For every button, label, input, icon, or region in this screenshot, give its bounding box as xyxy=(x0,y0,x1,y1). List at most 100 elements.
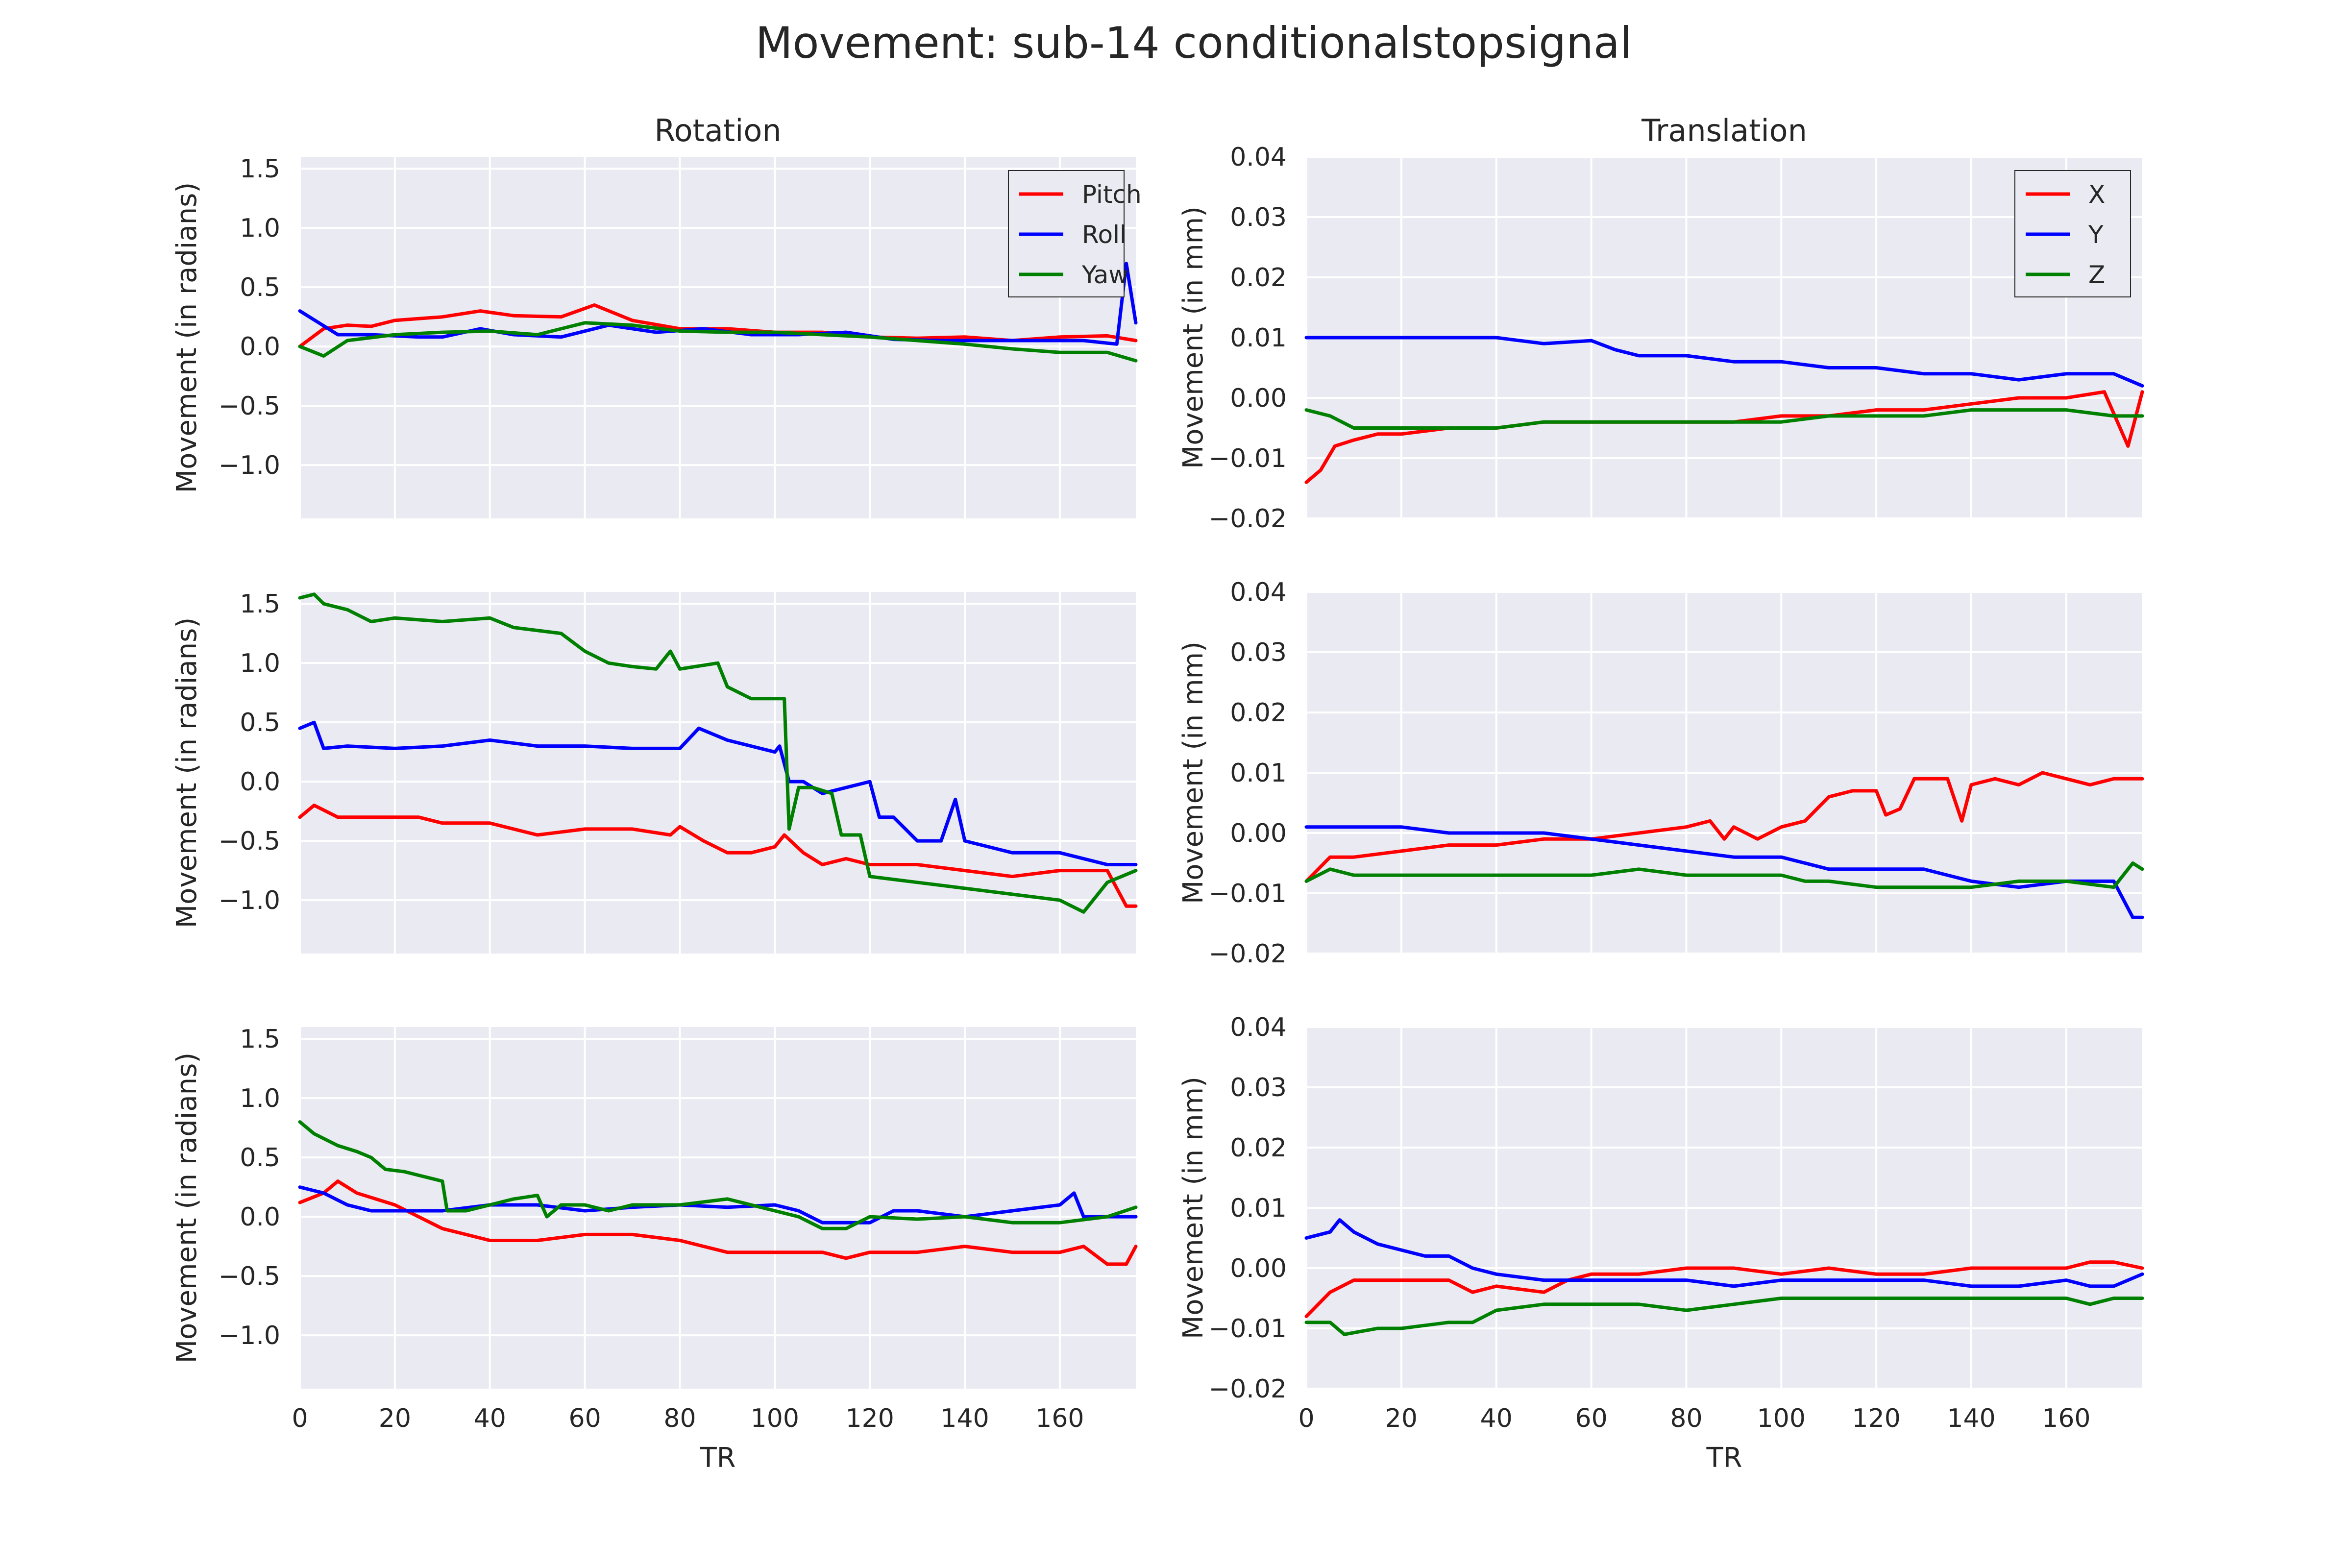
y-tick-label: 0.01 xyxy=(1230,323,1287,353)
y-tick-label: 0.02 xyxy=(1230,698,1287,728)
series-line-pitch xyxy=(298,303,1138,348)
y-tick-label: −0.5 xyxy=(219,392,280,421)
legend-label-pitch: Pitch xyxy=(1082,180,1142,209)
series-line-z xyxy=(1304,1297,2144,1336)
x-tick-label: 40 xyxy=(474,1404,506,1433)
series-line-x xyxy=(1304,771,2144,883)
panel-title: Rotation xyxy=(654,113,781,148)
x-tick-label: 160 xyxy=(1035,1404,1084,1433)
y-tick-label: −0.02 xyxy=(1209,504,1287,534)
legend: Pitch Roll Yaw xyxy=(1008,170,1142,297)
x-tick-label: 100 xyxy=(1757,1404,1806,1433)
series-line-roll xyxy=(298,1185,1138,1225)
y-tick-label: 0.04 xyxy=(1230,578,1287,607)
x-tick-label: 140 xyxy=(940,1404,989,1433)
y-tick-label: −1.0 xyxy=(219,451,280,480)
y-tick-label: −0.01 xyxy=(1209,444,1287,473)
chart-panel-rotation-run-1: 1.5 1.0 0.5 0.0 −0.5 −1.0 Rotation Movement (in… xyxy=(171,113,1142,518)
y-tick-label: 0.00 xyxy=(1230,384,1287,413)
y-axis-label: Movement (in radians) xyxy=(171,1053,203,1363)
y-tick-label: 0.01 xyxy=(1230,759,1287,788)
series-line-roll xyxy=(298,720,1138,866)
y-tick-label: 0.5 xyxy=(240,273,280,302)
chart-panel-rotation-run-2: 1.5 1.0 0.5 0.0 −0.5 −1.0 Movement (in radians… xyxy=(171,589,1138,954)
y-tick-label: −1.0 xyxy=(219,1321,280,1350)
legend-label-z: Z xyxy=(2088,261,2105,289)
y-tick-label: 0.00 xyxy=(1230,1254,1287,1283)
series-line-x xyxy=(1304,1260,2144,1318)
series-line-yaw xyxy=(298,592,1138,914)
x-tick-label: 100 xyxy=(751,1404,799,1433)
y-tick-label: −0.5 xyxy=(219,1262,280,1291)
x-tick-label: 140 xyxy=(1947,1404,1995,1433)
x-tick-label: 20 xyxy=(379,1404,411,1433)
legend: XYZ xyxy=(2014,170,2131,297)
x-tick-label: 80 xyxy=(663,1404,696,1433)
series-line-roll xyxy=(298,262,1138,346)
y-tick-label: 0.04 xyxy=(1230,1013,1287,1042)
y-tick-label: 1.0 xyxy=(240,1084,280,1113)
y-axis-label: Movement (in mm) xyxy=(1177,641,1209,904)
y-tick-label: 0.01 xyxy=(1230,1194,1287,1223)
y-tick-label: 0.0 xyxy=(240,1202,280,1232)
x-tick-label: 160 xyxy=(2042,1404,2090,1433)
x-tick-label: 120 xyxy=(1852,1404,1901,1433)
panels: 1.5 1.0 0.5 0.0 −0.5 −1.0 Rotation Movement (in… xyxy=(171,113,2144,1474)
y-tick-label: 0.03 xyxy=(1230,203,1287,232)
y-tick-label: 0.03 xyxy=(1230,638,1287,667)
figure-title: Movement: sub-14 conditionalstopsignal xyxy=(756,18,1632,68)
chart-panel-translation-run-2: 0.04 0.03 0.02 0.01 0.00 −0.01 −0.02 Movement (… xyxy=(1177,578,2144,969)
y-tick-label: 0.0 xyxy=(240,767,280,797)
y-tick-label: 1.5 xyxy=(240,589,280,619)
y-tick-label: 1.0 xyxy=(240,649,280,678)
series-line-y xyxy=(1304,1218,2144,1288)
x-tick-label: 80 xyxy=(1670,1404,1702,1433)
y-axis-label: Movement (in radians) xyxy=(171,617,203,928)
x-tick-label: 0 xyxy=(1298,1404,1314,1433)
x-tick-label: 20 xyxy=(1385,1404,1418,1433)
y-axis-label: Movement (in mm) xyxy=(1177,206,1209,469)
chart-panel-rotation-run-3: 1.5 1.0 0.5 0.0 −0.5 −1.0 0 20 40 60 80 100 120 140 16… xyxy=(171,1025,1138,1474)
y-tick-label: 0.03 xyxy=(1230,1073,1287,1102)
y-tick-label: −0.02 xyxy=(1209,939,1287,969)
y-tick-label: 0.5 xyxy=(240,708,280,737)
chart-panel-translation-run-1: 0.04 0.03 0.02 0.01 0.00 −0.01 −0.02 Translatio… xyxy=(1177,113,2144,534)
x-tick-label: 40 xyxy=(1480,1404,1513,1433)
x-axis-label: TR xyxy=(699,1442,735,1474)
legend-label-y: Y xyxy=(2088,220,2104,249)
y-tick-label: 0.04 xyxy=(1230,143,1287,172)
legend-label-roll: Roll xyxy=(1082,220,1127,249)
series-line-z xyxy=(1304,408,2144,430)
y-tick-label: 1.0 xyxy=(240,214,280,243)
x-tick-label: 0 xyxy=(292,1404,308,1433)
series-line-pitch xyxy=(298,1179,1138,1266)
y-axis-label: Movement (in mm) xyxy=(1177,1077,1209,1339)
series-line-y xyxy=(1304,336,2144,388)
y-tick-label: 0.0 xyxy=(240,332,280,362)
series-line-yaw xyxy=(298,1120,1138,1230)
chart-panel-translation-run-3: 0.04 0.03 0.02 0.01 0.00 −0.01 −0.02 0 20 40 60 80 1… xyxy=(1177,1013,2144,1474)
y-tick-label: 1.5 xyxy=(240,154,280,184)
legend-label-x: X xyxy=(2088,180,2105,209)
x-tick-label: 60 xyxy=(1575,1404,1608,1433)
y-tick-label: −1.0 xyxy=(219,886,280,915)
y-tick-label: 0.5 xyxy=(240,1143,280,1173)
y-tick-label: −0.01 xyxy=(1209,879,1287,908)
y-tick-label: 0.00 xyxy=(1230,819,1287,848)
series-line-yaw xyxy=(298,321,1138,363)
series-line-pitch xyxy=(298,804,1138,908)
x-axis-label: TR xyxy=(1706,1442,1742,1474)
y-tick-label: −0.5 xyxy=(219,827,280,856)
y-axis-label: Movement (in radians) xyxy=(171,182,203,493)
panel-title: Translation xyxy=(1641,113,1807,148)
x-tick-label: 60 xyxy=(569,1404,601,1433)
y-tick-label: 1.5 xyxy=(240,1025,280,1054)
series-line-z xyxy=(1304,861,2144,889)
x-tick-label: 120 xyxy=(846,1404,894,1433)
y-tick-label: −0.02 xyxy=(1209,1374,1287,1404)
y-tick-label: −0.01 xyxy=(1209,1314,1287,1344)
y-tick-label: 0.02 xyxy=(1230,1133,1287,1163)
legend-label-yaw: Yaw xyxy=(1081,261,1128,289)
